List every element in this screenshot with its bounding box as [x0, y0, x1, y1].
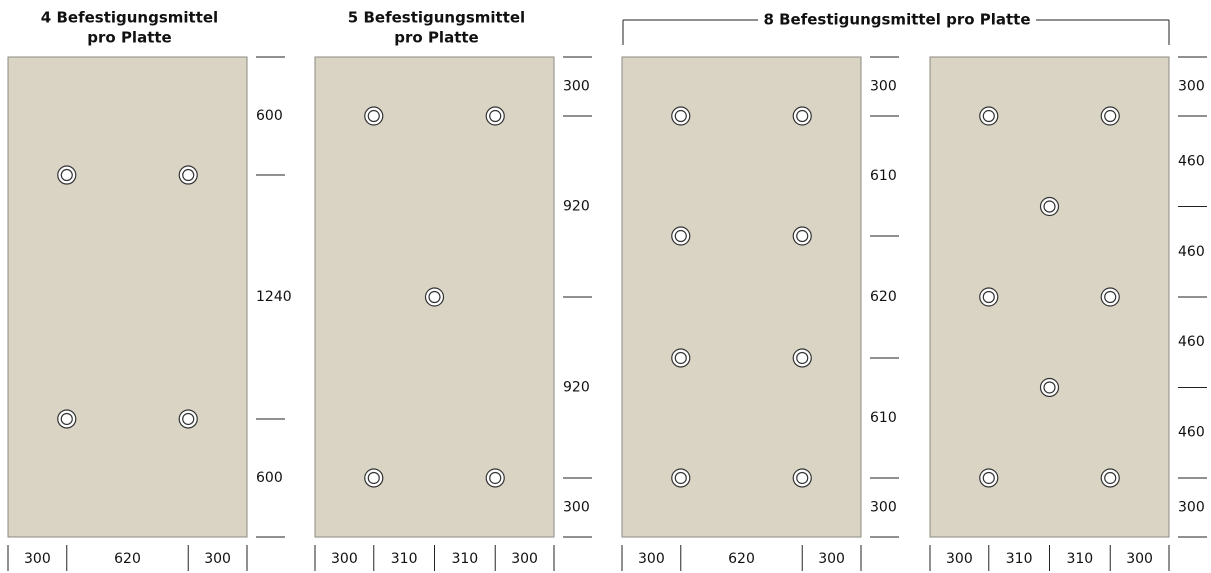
panel-title: 4 Befestigungsmittel [41, 9, 218, 27]
dim-label: 300 [946, 551, 973, 567]
dim-label: 300 [563, 499, 590, 515]
dim-label: 300 [870, 79, 897, 95]
dim-label: 310 [451, 551, 478, 567]
fastener-inner [796, 471, 809, 485]
panel [621, 56, 862, 538]
dim-label: 620 [870, 289, 897, 305]
dim-label: 600 [256, 470, 283, 486]
fastener-inner [674, 471, 687, 485]
fastener-inner [1043, 200, 1056, 213]
fastener-inner [982, 109, 995, 123]
dim-label: 300 [818, 551, 845, 567]
dim-label: 300 [563, 79, 590, 95]
dim-label: 300 [638, 551, 665, 567]
fastener-inner [982, 471, 995, 485]
fastener-inner [674, 351, 687, 365]
fastener-inner [367, 109, 380, 123]
group-title: 8 Befestigungsmittel pro Platte [763, 11, 1030, 29]
fastener-inner [489, 471, 502, 485]
fastener-inner [182, 168, 195, 182]
dim-label: 300 [331, 551, 358, 567]
dim-label: 1240 [256, 289, 292, 305]
dim-label: 300 [511, 551, 538, 567]
dim-label: 460 [1178, 153, 1205, 169]
dim-label: 920 [563, 199, 590, 215]
fastener-inner [1043, 381, 1056, 394]
dim-label: 610 [870, 168, 897, 184]
panel-title: pro Platte [87, 29, 171, 47]
panel [929, 56, 1170, 538]
dim-label: 300 [24, 551, 51, 567]
fastener-inner [60, 168, 73, 182]
fastener-inner [796, 351, 809, 365]
dim-label: 460 [1178, 244, 1205, 260]
fastener-inner [796, 109, 809, 123]
fastener-inner [182, 412, 195, 426]
dim-label: 600 [256, 108, 283, 124]
dim-label: 310 [391, 551, 418, 567]
dim-label: 300 [1178, 79, 1205, 95]
dim-label: 620 [114, 551, 141, 567]
fastener-inner [674, 229, 687, 243]
fastener-inner [1104, 471, 1117, 485]
fastener-inner [428, 290, 441, 304]
dim-label: 610 [870, 410, 897, 426]
dim-label: 310 [1006, 551, 1033, 567]
fastener-inner [60, 412, 73, 426]
fastener-inner [982, 290, 995, 304]
panel [7, 56, 248, 538]
fastener-inner [674, 109, 687, 123]
dim-label: 300 [1178, 499, 1205, 515]
dim-label: 300 [1126, 551, 1153, 567]
dim-label: 300 [204, 551, 231, 567]
panel-title: pro Platte [394, 29, 478, 47]
dim-label: 300 [870, 499, 897, 515]
dim-label: 310 [1066, 551, 1093, 567]
dim-label: 620 [728, 551, 755, 567]
fastener-inner [796, 229, 809, 243]
dim-label: 920 [563, 379, 590, 395]
dim-label: 460 [1178, 425, 1205, 441]
fastener-inner [1104, 109, 1117, 123]
fastener-inner [489, 109, 502, 123]
fastener-inner [367, 471, 380, 485]
dim-label: 460 [1178, 334, 1205, 350]
fastener-inner [1104, 290, 1117, 304]
panel-title: 5 Befestigungsmittel [348, 9, 525, 27]
